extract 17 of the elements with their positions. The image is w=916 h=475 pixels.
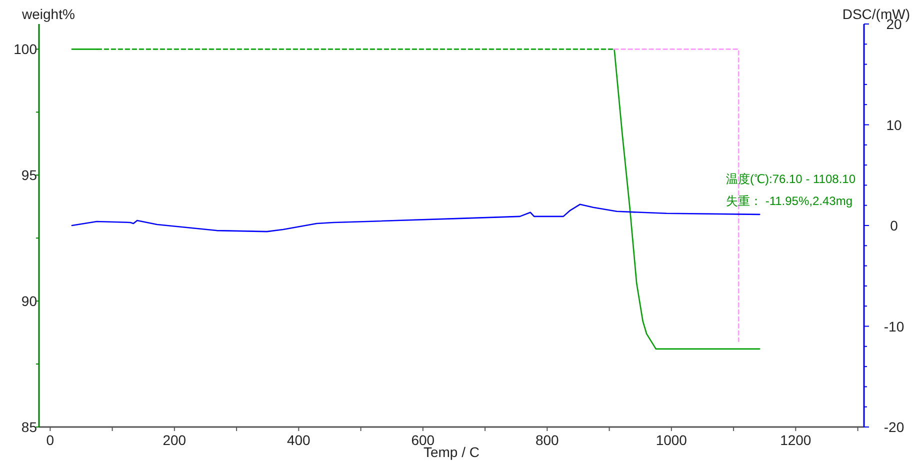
x-tick-label: 0 — [46, 432, 54, 448]
y-tick-label: 95 — [21, 167, 38, 184]
x-tick-label: 800 — [535, 432, 560, 448]
y-tick-label: 90 — [21, 293, 38, 310]
x-tick-label: 1000 — [656, 432, 688, 448]
annotation: 失重： -11.95%,2.43mg — [726, 194, 852, 208]
x-tick-label: 400 — [286, 432, 311, 448]
y2-tick-label: -20 — [884, 419, 904, 435]
y2-tick-label: -10 — [884, 318, 904, 334]
y-tick-label: 100 — [14, 41, 38, 58]
x-tick-label: 1200 — [780, 432, 812, 448]
y-axis-title: weight% — [21, 6, 75, 22]
y2-tick-label: 10 — [886, 116, 902, 133]
y2-tick-label: 0 — [890, 218, 898, 234]
y-tick-label: 85 — [21, 419, 38, 435]
annotation: 温度(℃):76.10 - 1108.10 — [726, 172, 856, 186]
x-tick-label: 200 — [162, 432, 186, 448]
